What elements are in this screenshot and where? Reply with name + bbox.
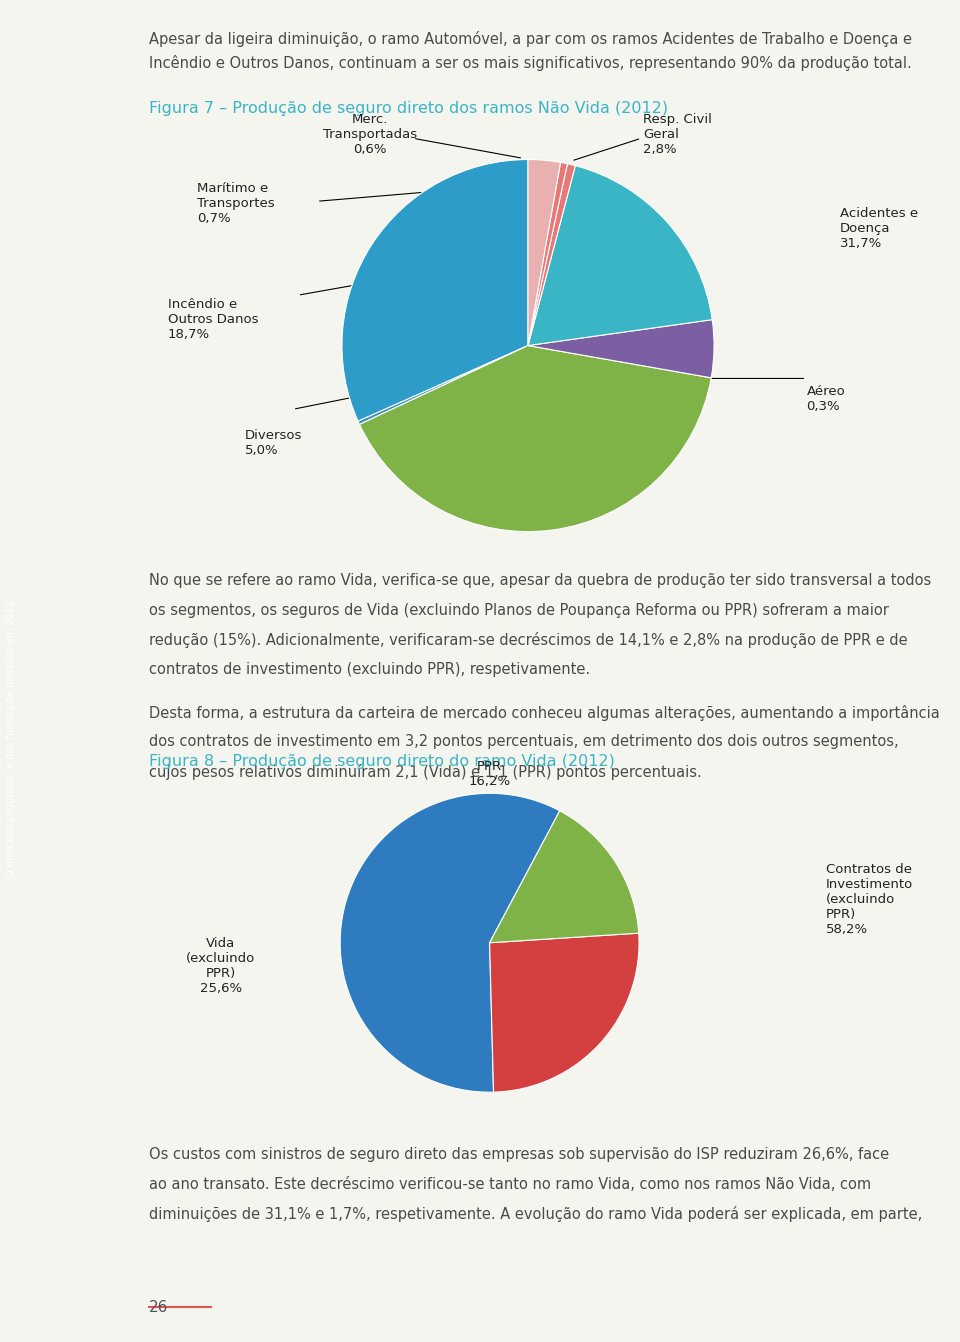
Text: Incêndio e
Outros Danos
18,7%: Incêndio e Outros Danos 18,7% — [168, 298, 258, 341]
Text: diminuições de 31,1% e 1,7%, respetivamente. A evolução do ramo Vida poderá ser : diminuições de 31,1% e 1,7%, respetivame… — [149, 1206, 922, 1223]
Text: Apesar da ligeira diminuição, o ramo Automóvel, a par com os ramos Acidentes de : Apesar da ligeira diminuição, o ramo Aut… — [149, 31, 912, 47]
Text: Figura 8 – Produção de seguro direto do ramo Vida (2012): Figura 8 – Produção de seguro direto do … — [149, 754, 614, 769]
Text: Contratos de
Investimento
(excluindo
PPR)
58,2%: Contratos de Investimento (excluindo PPR… — [826, 863, 913, 935]
Text: O mercado segurador e dos fundos de pensões em 2012: O mercado segurador e dos fundos de pens… — [6, 600, 15, 876]
Text: Resp. Civil
Geral
2,8%: Resp. Civil Geral 2,8% — [643, 113, 712, 156]
Text: Vida
(excluindo
PPR)
25,6%: Vida (excluindo PPR) 25,6% — [186, 937, 255, 996]
Text: Marítimo e
Transportes
0,7%: Marítimo e Transportes 0,7% — [197, 183, 275, 225]
Text: No que se refere ao ramo Vida, verifica-se que, apesar da quebra de produção ter: No que se refere ao ramo Vida, verifica-… — [149, 573, 931, 588]
Text: Aéreo
0,3%: Aéreo 0,3% — [806, 385, 845, 412]
Text: cujos pesos relativos diminuíram 2,1 (Vida) e 1,1 (PPR) pontos percentuais.: cujos pesos relativos diminuíram 2,1 (Vi… — [149, 764, 702, 780]
Wedge shape — [342, 160, 528, 421]
Text: dos contratos de investimento em 3,2 pontos percentuais, em detrimento dos dois : dos contratos de investimento em 3,2 pon… — [149, 734, 899, 749]
Wedge shape — [340, 793, 560, 1092]
Text: Automóvel
40,3%: Automóvel 40,3% — [540, 475, 612, 502]
Wedge shape — [358, 346, 528, 424]
Text: Desta forma, a estrutura da carteira de mercado conheceu algumas alterações, aum: Desta forma, a estrutura da carteira de … — [149, 705, 940, 721]
Text: contratos de investimento (excluindo PPR), respetivamente.: contratos de investimento (excluindo PPR… — [149, 662, 590, 676]
Text: Acidentes e
Doença
31,7%: Acidentes e Doença 31,7% — [840, 207, 918, 250]
Text: 26: 26 — [149, 1300, 168, 1315]
Text: ao ano transato. Este decréscimo verificou-se tanto no ramo Vida, como nos ramos: ao ano transato. Este decréscimo verific… — [149, 1177, 871, 1192]
Text: Os custos com sinistros de seguro direto das empresas sob supervisão do ISP redu: Os custos com sinistros de seguro direto… — [149, 1147, 889, 1162]
Text: redução (15%). Adicionalmente, verificaram-se decréscimos de 14,1% e 2,8% na pro: redução (15%). Adicionalmente, verificar… — [149, 632, 907, 648]
Text: Incêndio e Outros Danos, continuam a ser os mais significativos, representando 9: Incêndio e Outros Danos, continuam a ser… — [149, 55, 912, 71]
Wedge shape — [359, 346, 711, 531]
Text: Diversos
5,0%: Diversos 5,0% — [245, 429, 302, 456]
Wedge shape — [528, 319, 714, 378]
Text: PPR
16,2%: PPR 16,2% — [468, 761, 511, 788]
Wedge shape — [528, 160, 561, 346]
Wedge shape — [490, 933, 639, 1092]
Wedge shape — [528, 165, 712, 346]
Wedge shape — [528, 162, 567, 346]
Wedge shape — [490, 811, 638, 942]
Wedge shape — [528, 164, 575, 346]
Text: Merc.
Transportadas
0,6%: Merc. Transportadas 0,6% — [323, 113, 417, 156]
Text: os segmentos, os seguros de Vida (excluindo Planos de Poupança Reforma ou PPR) s: os segmentos, os seguros de Vida (exclui… — [149, 603, 889, 617]
Text: Figura 7 – Produção de seguro direto dos ramos Não Vida (2012): Figura 7 – Produção de seguro direto dos… — [149, 101, 668, 115]
